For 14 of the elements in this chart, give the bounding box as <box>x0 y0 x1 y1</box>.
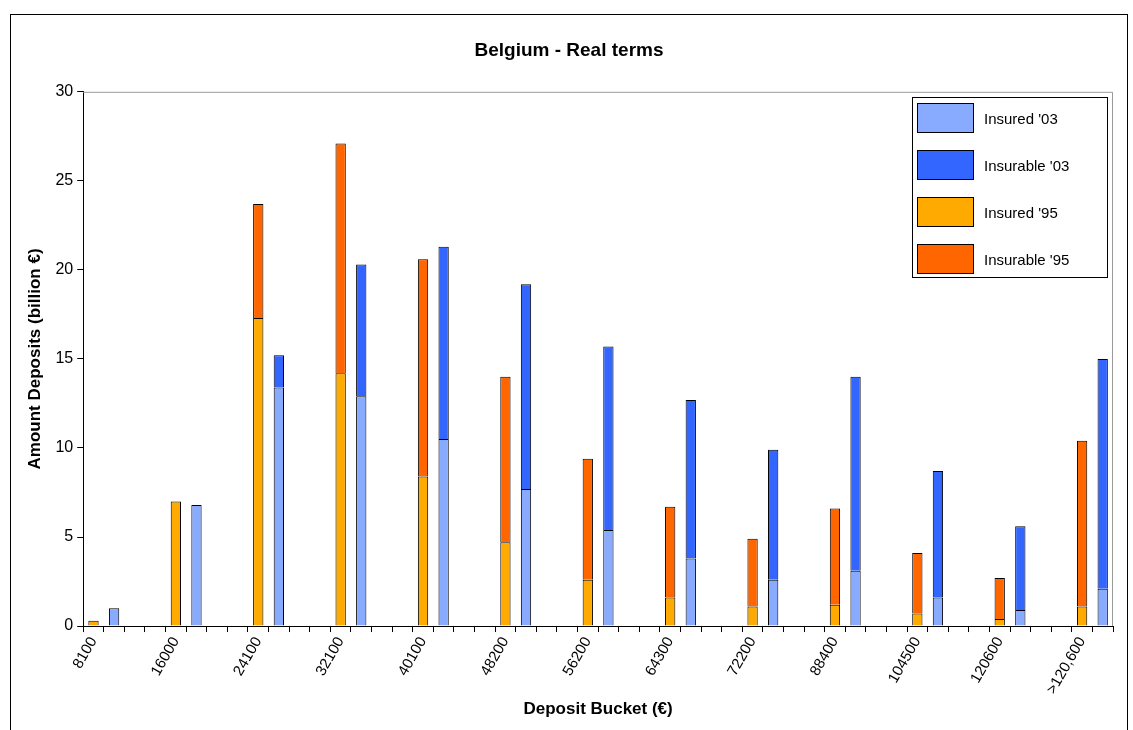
y-tick-label: 30 <box>55 82 74 100</box>
x-axis-title: Deposit Bucket (€) <box>523 699 673 719</box>
y-tick-label: 15 <box>55 349 74 367</box>
y-axis-title: Amount Deposits (billion €) <box>24 248 44 470</box>
legend-label: Insured '95 <box>984 203 1058 221</box>
y-tick-label: 10 <box>55 438 74 456</box>
y-tick-label: 5 <box>64 527 74 545</box>
chart-title: Belgium - Real terms <box>474 38 664 60</box>
y-tick-label: 0 <box>64 616 74 634</box>
legend-label: Insurable '03 <box>984 156 1070 174</box>
legend-label: Insured '03 <box>984 109 1058 127</box>
y-tick-label: 25 <box>55 171 74 189</box>
legend-label: Insurable '95 <box>984 250 1070 268</box>
y-tick-label: 20 <box>55 260 74 278</box>
